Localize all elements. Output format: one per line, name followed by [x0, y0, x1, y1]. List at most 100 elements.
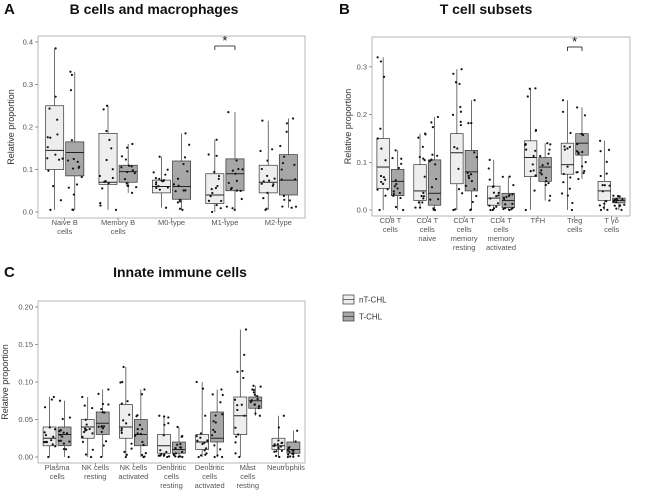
data-point	[215, 138, 218, 141]
data-point	[180, 435, 183, 438]
data-point	[240, 403, 243, 406]
data-point	[505, 195, 508, 198]
panel-b-xtick-label-tfh: TFH	[531, 216, 546, 225]
data-point	[179, 200, 182, 203]
data-point	[46, 136, 49, 139]
panel-b-plot-area	[371, 36, 631, 217]
panel-b-box-cd4-t-cells-memory-resting-t-chl	[464, 99, 479, 212]
data-point	[158, 188, 161, 191]
data-point	[504, 203, 507, 206]
data-point	[158, 454, 161, 457]
data-point	[214, 414, 217, 417]
data-point	[397, 166, 400, 170]
data-point	[289, 455, 292, 458]
data-point	[281, 205, 284, 208]
data-point	[563, 148, 566, 151]
data-point	[111, 168, 114, 171]
data-point	[220, 455, 224, 459]
data-point	[469, 173, 473, 176]
data-point	[211, 210, 214, 214]
data-point	[101, 411, 104, 414]
panel-c-xtick-label-line: cells	[202, 472, 217, 481]
box-body	[391, 169, 405, 197]
data-point	[130, 165, 133, 168]
significance-star: *	[572, 34, 577, 49]
panel-c-xtick-label-line: cells	[164, 472, 179, 481]
panel-b-xtick-label-line: activated	[486, 243, 516, 252]
data-point	[136, 414, 139, 417]
data-point	[459, 123, 462, 127]
data-point	[166, 168, 169, 171]
data-point	[164, 206, 168, 209]
panel-a-title: B cells and macrophages	[70, 1, 239, 17]
panel-a-box-m0-type-nt-chl	[151, 155, 171, 209]
panel-b-ytick-label: 0.0	[357, 206, 367, 215]
data-point	[496, 202, 500, 205]
panel-c-xtick-label-nk-cells-resting: NK cells resting	[81, 463, 109, 481]
data-point	[101, 402, 105, 406]
data-point	[430, 121, 433, 124]
data-point	[382, 176, 386, 179]
data-point	[158, 414, 161, 417]
panel-c-box-dendritic-cells-activated-nt-chl	[195, 380, 209, 459]
data-point	[400, 162, 403, 165]
box-body	[98, 133, 118, 185]
data-point	[376, 137, 379, 140]
data-point	[50, 398, 53, 401]
data-point	[100, 407, 103, 411]
panel-c-box-neutrophils-t-chl	[286, 429, 301, 459]
box-body	[376, 138, 390, 189]
data-point	[91, 432, 94, 435]
panel-a-xtick-label-m2-type: M2-type	[265, 218, 292, 227]
data-point	[497, 194, 500, 197]
data-point	[213, 170, 216, 174]
box-body	[560, 142, 575, 175]
data-point	[277, 447, 280, 450]
data-point	[280, 441, 283, 445]
data-point	[207, 199, 211, 203]
data-point	[91, 406, 94, 410]
data-point	[61, 417, 64, 421]
data-point	[58, 399, 62, 402]
data-point	[176, 177, 180, 180]
data-point	[532, 169, 535, 172]
data-point	[576, 143, 579, 146]
data-point	[417, 136, 420, 139]
data-point	[376, 56, 379, 59]
data-point	[199, 436, 202, 439]
data-point	[266, 191, 269, 194]
data-point	[534, 174, 537, 177]
data-point	[399, 196, 402, 200]
data-point	[540, 169, 543, 172]
data-point	[123, 450, 126, 453]
panel-b-box-treg-cells-t-chl	[575, 106, 589, 181]
data-point	[220, 388, 223, 391]
panel-a-box-m1-type-nt-chl	[205, 138, 225, 214]
data-point	[56, 133, 59, 136]
panel-b-box-cd8-t-cells-t-chl	[391, 149, 405, 212]
panel-c-xtick-label-plasma-cells: Plasma cells	[45, 463, 71, 481]
panel-b-xtick-label-line: Treg	[567, 216, 582, 225]
panel-b-significance-bracket: *	[567, 34, 583, 51]
panel-c-xtick-label-line: NK cells	[120, 463, 148, 472]
panel-b-xtick-label-line: CD4 T	[453, 216, 475, 225]
data-point	[186, 170, 189, 173]
data-point	[167, 455, 171, 458]
data-point	[225, 205, 228, 208]
panel-c-box-dendritic-cells-resting-nt-chl	[157, 414, 171, 459]
data-point	[566, 165, 569, 168]
panel-b-title: T cell subsets	[440, 1, 533, 17]
panel-a-ytick-label: 0.0	[23, 208, 33, 217]
data-point	[605, 200, 608, 203]
panel-a-xtick-label-line: M1-type	[211, 218, 238, 227]
box-body	[80, 419, 95, 439]
data-point	[285, 122, 289, 125]
data-point	[46, 146, 49, 149]
panel-a-box-m2-type-t-chl	[278, 117, 298, 209]
data-point	[434, 163, 437, 166]
data-point	[281, 161, 285, 165]
panel-b-ytick-label: 0.3	[357, 62, 367, 71]
panel-c-xtick-label-line: resting	[84, 472, 107, 481]
data-point	[107, 403, 110, 406]
data-point	[47, 169, 50, 172]
